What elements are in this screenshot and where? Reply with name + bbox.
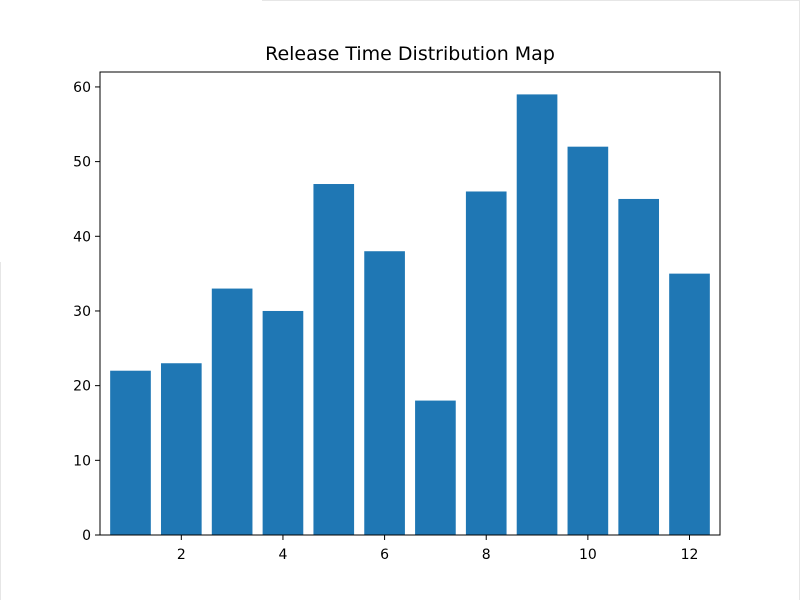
y-tick-label-20: 20 bbox=[73, 379, 91, 395]
y-tick-label-40: 40 bbox=[73, 229, 91, 245]
y-tick-label-50: 50 bbox=[73, 155, 91, 171]
bar-8 bbox=[465, 191, 507, 535]
x-tick-label-10: 10 bbox=[579, 547, 597, 563]
bar-2 bbox=[160, 363, 202, 535]
chart-title: Release Time Distribution Map bbox=[265, 43, 555, 65]
y-tick-label-0: 0 bbox=[82, 528, 91, 544]
bar-10 bbox=[567, 146, 609, 535]
x-tick-label-4: 4 bbox=[278, 547, 287, 563]
plot-frame bbox=[99, 71, 721, 536]
bar-11 bbox=[618, 198, 660, 536]
bar-12 bbox=[669, 273, 710, 535]
bar-6 bbox=[364, 251, 405, 535]
bar-1 bbox=[110, 370, 151, 535]
page-edge-top bbox=[262, 0, 800, 1]
bar-4 bbox=[262, 310, 304, 535]
bar-7 bbox=[415, 400, 456, 535]
y-tick-label-30: 30 bbox=[73, 304, 91, 320]
x-tick-label-6: 6 bbox=[380, 547, 389, 563]
y-tick-label-60: 60 bbox=[73, 80, 91, 96]
x-tick-label-12: 12 bbox=[681, 547, 699, 563]
bar-5 bbox=[313, 184, 355, 536]
x-tick-label-8: 8 bbox=[482, 547, 491, 563]
axes-group: 0 10 20 30 40 50 60 2 4 6 8 10 12 bbox=[73, 71, 721, 563]
bars-group bbox=[110, 94, 710, 536]
bar-9 bbox=[516, 94, 558, 535]
page-edge-left bbox=[0, 262, 1, 600]
bar-3 bbox=[211, 288, 253, 535]
y-tick-label-10: 10 bbox=[73, 453, 91, 469]
x-tick-label-2: 2 bbox=[177, 547, 186, 563]
